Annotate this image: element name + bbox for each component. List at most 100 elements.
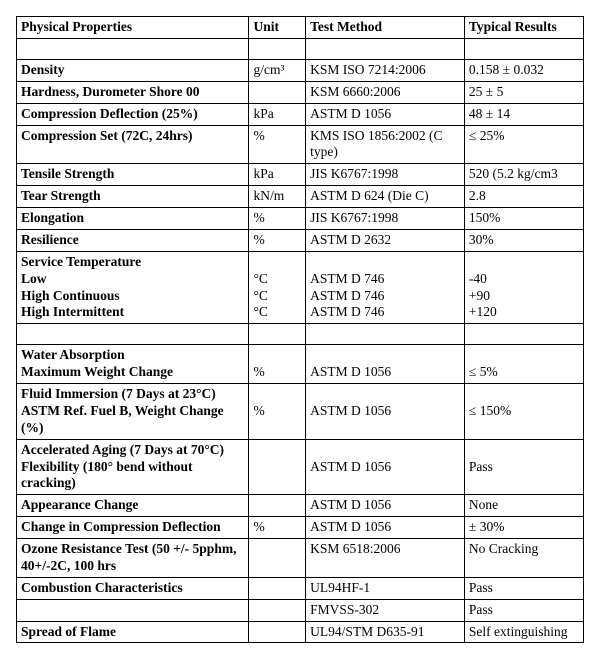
result-cell: Pass bbox=[464, 439, 583, 495]
col-header-result: Typical Results bbox=[464, 17, 583, 39]
unit-cell: % bbox=[249, 345, 306, 384]
method-cell: UL94HF-1 bbox=[306, 577, 465, 599]
table-row: Spread of Flame UL94/STM D635-91 Self ex… bbox=[17, 621, 584, 643]
result-cell: 48 ± 14 bbox=[464, 103, 583, 125]
unit-cell bbox=[249, 621, 306, 643]
result-cell: 30% bbox=[464, 229, 583, 251]
unit-cell bbox=[249, 577, 306, 599]
prop-cell: Tensile Strength bbox=[17, 164, 249, 186]
unit-cell bbox=[249, 81, 306, 103]
result-cell: No Cracking bbox=[464, 539, 583, 578]
result-cell: Pass bbox=[464, 577, 583, 599]
table-row-combustion-1: Combustion Characteristics UL94HF-1 Pass bbox=[17, 577, 584, 599]
prop-cell: Spread of Flame bbox=[17, 621, 249, 643]
result-cell: 150% bbox=[464, 208, 583, 230]
unit-cell: % bbox=[249, 384, 306, 440]
table-row-empty bbox=[17, 324, 584, 345]
method-cell: ASTM D 1056 bbox=[306, 495, 465, 517]
method-cell: ASTM D 2632 bbox=[306, 229, 465, 251]
result-cell: 25 ± 5 bbox=[464, 81, 583, 103]
prop-cell bbox=[17, 599, 249, 621]
unit-cell: g/cm³ bbox=[249, 59, 306, 81]
prop-cell: Resilience bbox=[17, 229, 249, 251]
prop-cell: Elongation bbox=[17, 208, 249, 230]
method-cell: KSM ISO 7214:2006 bbox=[306, 59, 465, 81]
prop-cell: Hardness, Durometer Shore 00 bbox=[17, 81, 249, 103]
result-cell: Pass bbox=[464, 599, 583, 621]
table-row: Tensile Strength kPa JIS K6767:1998 520 … bbox=[17, 164, 584, 186]
method-cell: ASTM D 746 ASTM D 746 ASTM D 746 bbox=[306, 251, 465, 324]
prop-cell: Tear Strength bbox=[17, 186, 249, 208]
unit-cell: % bbox=[249, 517, 306, 539]
table-row-service-temp: Service Temperature Low High Continuous … bbox=[17, 251, 584, 324]
unit-cell bbox=[249, 439, 306, 495]
unit-cell: % bbox=[249, 229, 306, 251]
table-row: Elongation % JIS K6767:1998 150% bbox=[17, 208, 584, 230]
prop-cell: Ozone Resistance Test (50 +/- 5pphm, 40+… bbox=[17, 539, 249, 578]
result-cell: ≤ 5% bbox=[464, 345, 583, 384]
unit-cell bbox=[249, 539, 306, 578]
table-row: Compression Deflection (25%) kPa ASTM D … bbox=[17, 103, 584, 125]
properties-table: Physical Properties Unit Test Method Typ… bbox=[16, 16, 584, 643]
unit-cell bbox=[249, 495, 306, 517]
svc-temp-hi: High Intermittent bbox=[21, 304, 244, 321]
svc-temp-hc: High Continuous bbox=[21, 288, 244, 305]
svc-temp-title: Service Temperature bbox=[21, 254, 244, 271]
prop-cell: Compression Set (72C, 24hrs) bbox=[17, 125, 249, 164]
method-cell: ASTM D 1056 bbox=[306, 103, 465, 125]
method-cell: JIS K6767:1998 bbox=[306, 208, 465, 230]
method-cell: ASTM D 1056 bbox=[306, 345, 465, 384]
method-cell: JIS K6767:1998 bbox=[306, 164, 465, 186]
result-cell: 520 (5.2 kg/cm3 bbox=[464, 164, 583, 186]
prop-cell: Compression Deflection (25%) bbox=[17, 103, 249, 125]
table-row-water-absorption: Water Absorption Maximum Weight Change %… bbox=[17, 345, 584, 384]
unit-cell: kPa bbox=[249, 164, 306, 186]
method-cell: ASTM D 1056 bbox=[306, 439, 465, 495]
table-row: Tear Strength kN/m ASTM D 624 (Die C) 2.… bbox=[17, 186, 584, 208]
unit-cell: °C °C °C bbox=[249, 251, 306, 324]
table-row-accelerated-aging: Accelerated Aging (7 Days at 70°C) Flexi… bbox=[17, 439, 584, 495]
table-row: Ozone Resistance Test (50 +/- 5pphm, 40+… bbox=[17, 539, 584, 578]
col-header-method: Test Method bbox=[306, 17, 465, 39]
prop-cell: Fluid Immersion (7 Days at 23°C) ASTM Re… bbox=[17, 384, 249, 440]
method-cell: ASTM D 1056 bbox=[306, 517, 465, 539]
table-row: Resilience % ASTM D 2632 30% bbox=[17, 229, 584, 251]
result-cell: 0.158 ± 0.032 bbox=[464, 59, 583, 81]
prop-cell: Accelerated Aging (7 Days at 70°C) Flexi… bbox=[17, 439, 249, 495]
method-cell: FMVSS-302 bbox=[306, 599, 465, 621]
prop-cell: Water Absorption Maximum Weight Change bbox=[17, 345, 249, 384]
prop-cell: Appearance Change bbox=[17, 495, 249, 517]
prop-cell: Combustion Characteristics bbox=[17, 577, 249, 599]
unit-cell: kN/m bbox=[249, 186, 306, 208]
method-cell: KSM 6660:2006 bbox=[306, 81, 465, 103]
result-cell: 2.8 bbox=[464, 186, 583, 208]
method-cell: ASTM D 624 (Die C) bbox=[306, 186, 465, 208]
result-cell: ± 30% bbox=[464, 517, 583, 539]
table-row: Compression Set (72C, 24hrs) % KMS ISO 1… bbox=[17, 125, 584, 164]
table-row-empty bbox=[17, 38, 584, 59]
table-row-combustion-2: FMVSS-302 Pass bbox=[17, 599, 584, 621]
table-header-row: Physical Properties Unit Test Method Typ… bbox=[17, 17, 584, 39]
col-header-unit: Unit bbox=[249, 17, 306, 39]
table-row: Density g/cm³ KSM ISO 7214:2006 0.158 ± … bbox=[17, 59, 584, 81]
col-header-property: Physical Properties bbox=[17, 17, 249, 39]
unit-cell: % bbox=[249, 208, 306, 230]
prop-cell: Density bbox=[17, 59, 249, 81]
prop-cell: Change in Compression Deflection bbox=[17, 517, 249, 539]
unit-cell bbox=[249, 599, 306, 621]
svc-temp-low: Low bbox=[21, 271, 244, 288]
method-cell: UL94/STM D635-91 bbox=[306, 621, 465, 643]
result-cell: Self extinguishing bbox=[464, 621, 583, 643]
method-cell: KMS ISO 1856:2002 (C type) bbox=[306, 125, 465, 164]
prop-cell: Service Temperature Low High Continuous … bbox=[17, 251, 249, 324]
result-cell: None bbox=[464, 495, 583, 517]
method-cell: ASTM D 1056 bbox=[306, 384, 465, 440]
result-cell: -40 +90 +120 bbox=[464, 251, 583, 324]
unit-cell: kPa bbox=[249, 103, 306, 125]
table-row: Change in Compression Deflection % ASTM … bbox=[17, 517, 584, 539]
result-cell: ≤ 25% bbox=[464, 125, 583, 164]
table-row: Appearance Change ASTM D 1056 None bbox=[17, 495, 584, 517]
unit-cell: % bbox=[249, 125, 306, 164]
table-row: Hardness, Durometer Shore 00 KSM 6660:20… bbox=[17, 81, 584, 103]
method-cell: KSM 6518:2006 bbox=[306, 539, 465, 578]
